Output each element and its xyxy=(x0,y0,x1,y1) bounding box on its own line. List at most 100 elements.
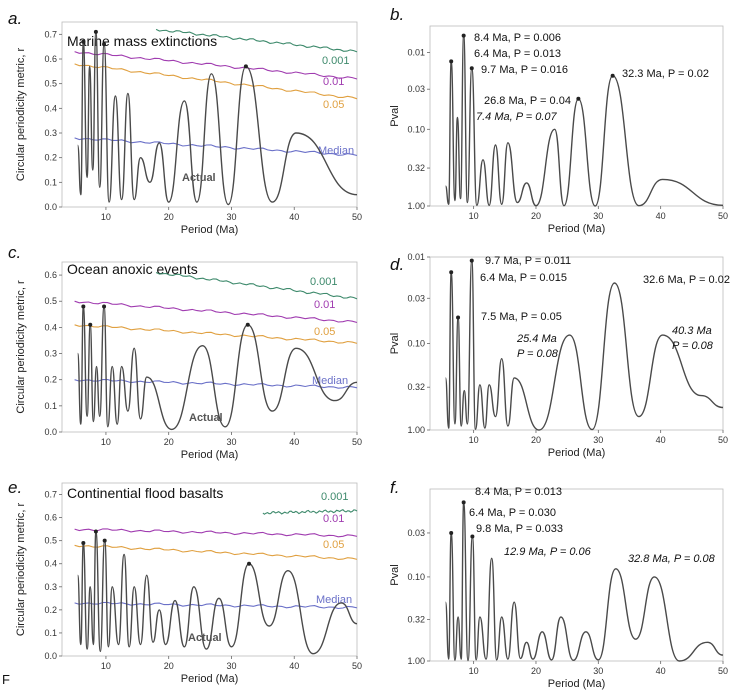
peak-marker xyxy=(81,304,86,309)
peak-marker xyxy=(456,315,461,320)
x-tick-label: 50 xyxy=(352,661,362,671)
threshold-label: 0.001 xyxy=(322,55,350,67)
x-axis-label: Period (Ma) xyxy=(181,449,238,461)
peak-marker xyxy=(93,29,98,34)
y-tick-label: 0.10 xyxy=(407,339,425,349)
x-tick-label: 10 xyxy=(101,661,111,671)
threshold-label: 0.01 xyxy=(314,299,335,311)
y-tick-label: 0.03 xyxy=(407,293,425,303)
x-tick-label: 50 xyxy=(718,666,728,676)
y-tick-label: 0.32 xyxy=(407,163,425,173)
series-line xyxy=(77,305,358,431)
y-axis-label: Pval xyxy=(389,333,401,354)
x-axis-label: Period (Ma) xyxy=(181,673,238,685)
y-tick-label: 0.7 xyxy=(44,29,57,39)
threshold-line xyxy=(262,509,358,515)
panel-b: 10 20 30 40 50 0.01 0.03 0.10 0.32 1.00 Period (Ma… xyxy=(389,5,728,235)
peak-marker xyxy=(469,66,474,71)
panel-letter: c. xyxy=(8,243,21,262)
panel-title: Marine mass extinctions xyxy=(67,33,217,49)
x-tick-label: 30 xyxy=(593,435,603,445)
x-tick-label: 40 xyxy=(656,211,666,221)
threshold-label: 0.01 xyxy=(323,513,344,525)
x-axis-label: Period (Ma) xyxy=(181,224,238,236)
plot-frame xyxy=(61,21,358,208)
y-tick-label: 0.3 xyxy=(44,349,57,359)
actual-label: Actual xyxy=(188,632,222,644)
y-tick-label: 0.2 xyxy=(44,153,57,163)
peak-marker xyxy=(449,270,454,275)
threshold-label: 0.01 xyxy=(323,76,344,88)
y-tick-label: 0.6 xyxy=(44,54,57,64)
x-tick-label: 20 xyxy=(531,211,541,221)
y-tick-label: 0.32 xyxy=(407,614,425,624)
x-tick-label: 10 xyxy=(101,437,111,447)
peak-marker xyxy=(93,529,98,534)
x-tick-label: 40 xyxy=(656,435,666,445)
peak-marker xyxy=(88,322,93,327)
x-tick-label: 30 xyxy=(593,211,603,221)
y-axis-label: Pval xyxy=(389,105,401,126)
y-tick-label: 0.4 xyxy=(44,103,57,113)
x-tick-label: 10 xyxy=(469,211,479,221)
plot-frame xyxy=(429,25,724,207)
threshold-line xyxy=(74,378,358,389)
peak-annotation: 6.4 Ma, P = 0.015 xyxy=(480,272,567,284)
peak-annotation: P = 0.08 xyxy=(517,348,559,360)
x-tick-label: 10 xyxy=(469,435,479,445)
peak-annotation: 32.8 Ma, P = 0.08 xyxy=(628,553,716,565)
y-axis-label: Circular periodicity metric, r xyxy=(15,503,27,637)
panel-letter: a. xyxy=(8,9,22,28)
y-tick-label: 0.0 xyxy=(44,427,57,437)
plot-frame xyxy=(61,261,358,433)
x-tick-label: 40 xyxy=(289,212,299,222)
threshold-label: 0.001 xyxy=(321,491,349,503)
peak-annotation: 9.7 Ma, P = 0.016 xyxy=(481,64,568,76)
y-tick-label: 0.6 xyxy=(44,270,57,280)
peak-annotation: 25.4 Ma xyxy=(516,333,557,345)
y-tick-label: 0.10 xyxy=(407,572,425,582)
peak-marker xyxy=(461,33,466,38)
peak-annotation: 6.4 Ma, P = 0.013 xyxy=(474,48,561,60)
threshold-line xyxy=(155,28,358,53)
panel-letter: e. xyxy=(8,478,22,497)
x-tick-label: 20 xyxy=(164,661,174,671)
y-tick-label: 0.10 xyxy=(407,124,425,134)
footer-letter: F xyxy=(2,672,10,687)
y-tick-label: 0.6 xyxy=(44,513,57,523)
peak-marker xyxy=(470,534,475,539)
peak-annotation: 12.9 Ma, P = 0.06 xyxy=(504,546,592,558)
y-tick-label: 0.1 xyxy=(44,401,57,411)
x-tick-label: 50 xyxy=(352,212,362,222)
series-line xyxy=(444,501,724,662)
x-tick-label: 30 xyxy=(593,666,603,676)
peak-annotation: 26.8 Ma, P = 0.04 xyxy=(484,95,571,107)
y-axis-label: Pval xyxy=(389,564,401,585)
peak-annotation: 7.5 Ma, P = 0.05 xyxy=(481,311,562,323)
series-line xyxy=(444,34,724,207)
panel-letter: d. xyxy=(390,255,404,274)
peak-marker xyxy=(610,73,615,78)
y-tick-label: 0.2 xyxy=(44,375,57,385)
threshold-label: Median xyxy=(316,594,352,606)
y-tick-label: 0.3 xyxy=(44,582,57,592)
y-tick-label: 0.32 xyxy=(407,382,425,392)
actual-label: Actual xyxy=(189,412,223,424)
threshold-line xyxy=(155,272,358,300)
x-tick-label: 30 xyxy=(226,212,236,222)
y-tick-label: 0.1 xyxy=(44,628,57,638)
peak-annotation: 9.7 Ma, P = 0.011 xyxy=(485,255,571,267)
peak-marker xyxy=(449,59,454,64)
y-tick-label: 0.01 xyxy=(407,252,425,262)
plot-frame xyxy=(61,482,358,657)
peak-marker xyxy=(81,540,86,545)
peak-annotation: 32.3 Ma, P = 0.02 xyxy=(622,68,709,80)
x-axis-label: Period (Ma) xyxy=(548,678,605,690)
panel-c: 10 20 30 40 50 0.0 0.1 0.2 0.3 0.4 0.5 0.6 Period (M… xyxy=(8,243,362,461)
y-tick-label: 1.00 xyxy=(407,656,425,666)
x-tick-label: 40 xyxy=(656,666,666,676)
threshold-line xyxy=(74,300,358,324)
y-tick-label: 0.3 xyxy=(44,128,57,138)
panel-letter: b. xyxy=(390,5,404,24)
threshold-line xyxy=(74,544,358,560)
